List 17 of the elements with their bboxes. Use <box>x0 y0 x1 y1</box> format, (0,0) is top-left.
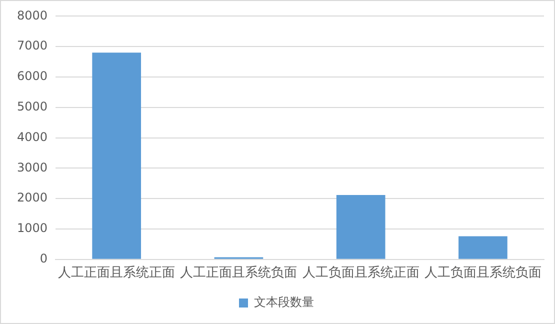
bar <box>458 236 508 259</box>
x-tick-label: 人工负面且系统负面 <box>424 266 542 281</box>
y-tick-label: 6000 <box>16 69 48 84</box>
y-tick-label: 3000 <box>16 160 48 174</box>
y-tick-label: 4000 <box>16 130 48 144</box>
y-tick-label: 0 <box>40 252 48 266</box>
x-tick-label: 人工正面且系统正面 <box>58 266 176 281</box>
y-tick-label: 2000 <box>16 190 48 205</box>
y-tick-label: 7000 <box>16 38 48 53</box>
y-tick-label: 5000 <box>16 100 48 114</box>
y-tick-label: 1000 <box>16 221 48 236</box>
bar <box>336 194 386 259</box>
x-tick-label: 人工正面且系统负面 <box>180 266 298 281</box>
legend-label: 文本段数量 <box>254 295 314 310</box>
bar <box>92 52 142 259</box>
y-tick-label: 8000 <box>16 8 48 22</box>
x-tick-label: 人工负面且系统正面 <box>302 266 420 281</box>
